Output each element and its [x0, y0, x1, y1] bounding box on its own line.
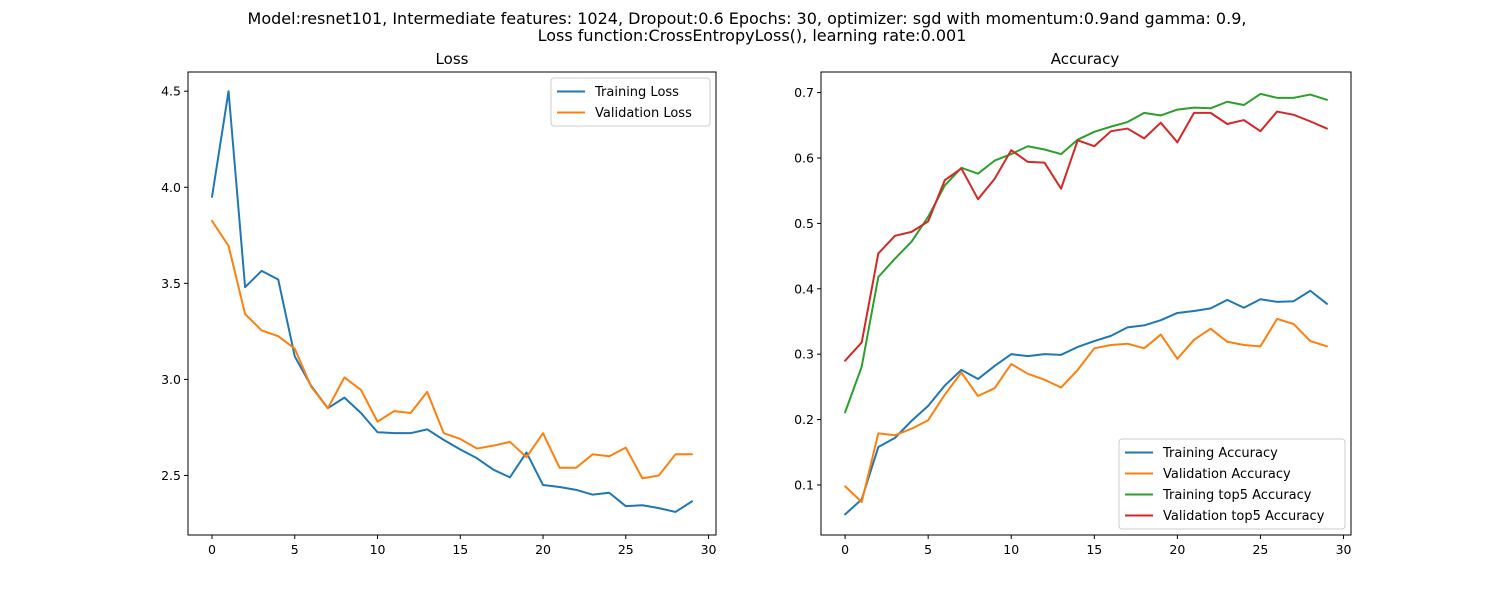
accuracy-x-tick-label: 0: [841, 542, 849, 557]
accuracy-x-tick-label: 30: [1336, 542, 1352, 557]
accuracy-series-line-3: [844, 92, 1328, 414]
loss-x-tick-label: 30: [701, 542, 717, 557]
accuracy-legend-label: Training Accuracy: [1162, 446, 1278, 461]
loss-series-line-1: [211, 90, 693, 513]
accuracy-series-line-4: [844, 110, 1328, 362]
loss-legend-label: Validation Loss: [595, 106, 692, 121]
loss-y-tick-label: 2.5: [161, 468, 181, 483]
loss-x-tick-label: 25: [618, 542, 634, 557]
accuracy-chart-title: Accuracy: [1051, 50, 1120, 68]
loss-y-tick-label: 4.0: [161, 180, 181, 195]
loss-legend-label: Training Loss: [594, 85, 679, 100]
suptitle-line-2: Loss function:CrossEntropyLoss(), learni…: [538, 26, 967, 45]
accuracy-y-tick-label: 0.2: [794, 412, 814, 427]
loss-x-tick-label: 0: [208, 542, 216, 557]
accuracy-legend-label: Training top5 Accuracy: [1162, 488, 1312, 503]
loss-series-line-2: [211, 219, 693, 480]
accuracy-legend-label: Validation top5 Accuracy: [1163, 509, 1325, 524]
accuracy-axes-frame: [820, 71, 1352, 536]
loss-y-tick-label: 3.0: [161, 372, 181, 387]
accuracy-series-line-1: [844, 289, 1328, 516]
accuracy-y-tick-label: 0.3: [794, 347, 814, 362]
accuracy-y-tick-label: 0.7: [794, 85, 814, 100]
loss-x-tick-label: 15: [452, 542, 468, 557]
accuracy-y-tick-label: 0.1: [794, 477, 814, 492]
loss-x-tick-label: 20: [535, 542, 551, 557]
accuracy-y-tick-label: 0.5: [794, 216, 814, 231]
loss-x-tick-label: 5: [291, 542, 299, 557]
accuracy-x-tick-label: 5: [924, 542, 932, 557]
accuracy-y-tick-label: 0.6: [794, 150, 814, 165]
loss-legend-box: [550, 77, 711, 127]
accuracy-legend-label: Validation Accuracy: [1163, 467, 1291, 482]
accuracy-y-tick-label: 0.4: [794, 281, 814, 296]
suptitle-line-1: Model:resnet101, Intermediate features: …: [248, 9, 1247, 28]
accuracy-chart: Accuracy 0 5 10 15 20 25 30 0.1 0.2 0.3 0.4 0.5 0.6 0…: [794, 50, 1351, 557]
accuracy-x-tick-label: 15: [1086, 542, 1102, 557]
loss-chart: Loss 0 5 10 15 20 25 30 2.5 3.0 3.5 4.0 4.5 Training…: [161, 50, 716, 557]
accuracy-x-tick-label: 20: [1169, 542, 1185, 557]
accuracy-legend-box: [1118, 438, 1346, 530]
loss-y-tick-label: 3.5: [161, 276, 181, 291]
accuracy-series-line-2: [844, 317, 1328, 503]
loss-x-tick-label: 10: [370, 542, 386, 557]
accuracy-legend: Training Accuracy Validation Accuracy Trai…: [1118, 438, 1346, 530]
accuracy-x-tick-label: 10: [1003, 542, 1019, 557]
loss-chart-title: Loss: [436, 50, 469, 68]
loss-legend: Training Loss Validation Loss: [550, 77, 711, 127]
loss-axes-frame: [187, 71, 717, 536]
loss-y-tick-label: 4.5: [161, 84, 181, 99]
accuracy-x-tick-label: 25: [1252, 542, 1268, 557]
